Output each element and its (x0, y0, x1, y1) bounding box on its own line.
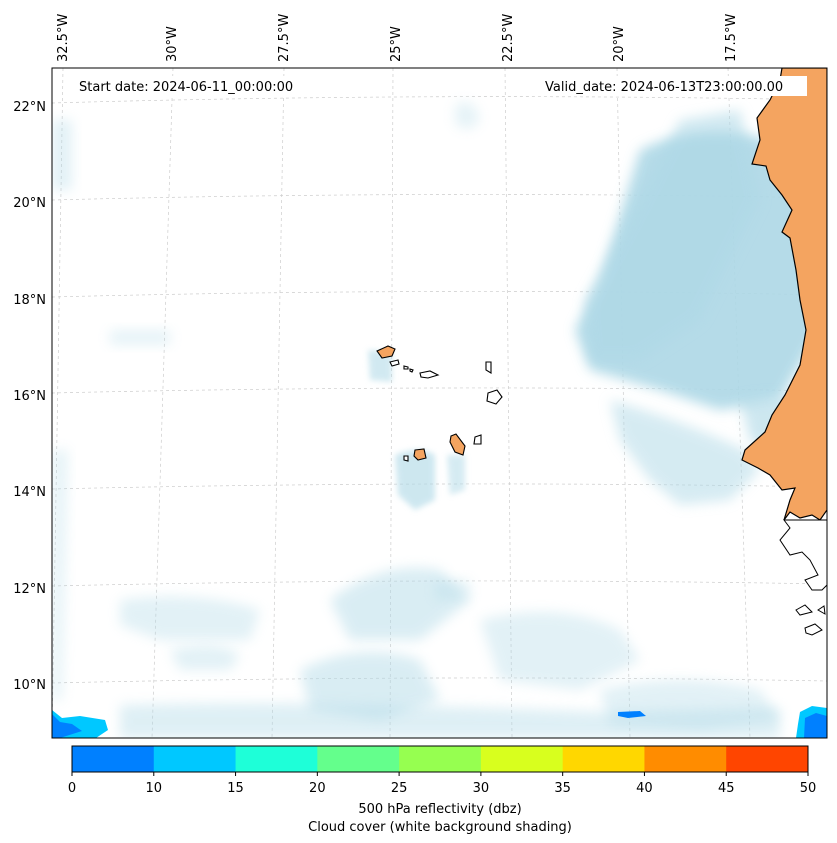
colorbar-segment (726, 746, 809, 772)
colorbar-tick-label: 35 (554, 781, 571, 796)
lat-label-10n: 10°N (13, 678, 46, 693)
map-frame (51, 67, 828, 739)
colorbar-segment (562, 746, 645, 772)
lon-label-22-5w: 22.5°W (501, 14, 516, 62)
colorbar-segment (235, 746, 318, 772)
colorbar-segment (480, 746, 564, 772)
colorbar-segment (399, 746, 482, 772)
colorbar-segment (72, 746, 155, 772)
cape-verde-islands (376, 345, 503, 462)
colorbar: 0 10 15 20 25 30 35 40 45 50 (68, 745, 817, 796)
lat-label-12n: 12°N (13, 582, 46, 597)
colorbar-label-line1: 500 hPa reflectivity (dbz) (358, 802, 521, 817)
start-date-label: Start date: 2024-06-11_00:00:00 (79, 80, 293, 95)
colorbar-segment (644, 746, 727, 772)
colorbar-frame (71, 745, 809, 773)
colorbar-segment (317, 746, 400, 772)
lon-label-25w: 25°W (389, 26, 404, 62)
colorbar-tick-label: 30 (473, 781, 490, 796)
colorbar-tick-label: 45 (718, 781, 735, 796)
colorbar-label-line2: Cloud cover (white background shading) (308, 820, 572, 835)
colorbar-segment (153, 746, 237, 772)
latitude-labels: 22°N 20°N 18°N 16°N 14°N 12°N 10°N (13, 100, 46, 693)
lat-label-14n: 14°N (13, 485, 46, 500)
colorbar-tick-label: 10 (146, 781, 163, 796)
lat-label-16n: 16°N (13, 389, 46, 404)
lon-label-20w: 20°W (612, 26, 627, 62)
lon-label-17-5w: 17.5°W (724, 14, 739, 62)
colorbar-tick-label: 0 (68, 781, 76, 796)
lat-label-20n: 20°N (13, 196, 46, 211)
colorbar-tick-label: 20 (309, 781, 326, 796)
colorbar-tick-label: 50 (800, 781, 817, 796)
lon-label-32-5w: 32.5°W (56, 14, 71, 62)
lon-label-27-5w: 27.5°W (277, 14, 292, 62)
colorbar-tick-label: 40 (636, 781, 653, 796)
lat-label-22n: 22°N (13, 100, 46, 115)
valid-date-box: Valid_date: 2024-06-13T23:00:00.00 (540, 76, 807, 96)
start-date-box: Start date: 2024-06-11_00:00:00 (73, 76, 313, 96)
valid-date-label: Valid_date: 2024-06-13T23:00:00.00 (545, 80, 783, 95)
colorbar-tick-label: 15 (227, 781, 244, 796)
colorbar-tick-label: 25 (391, 781, 408, 796)
lon-label-30w: 30°W (165, 26, 180, 62)
longitude-labels: 32.5°W 30°W 27.5°W 25°W 22.5°W 20°W 17.5… (56, 14, 739, 62)
land-africa (741, 68, 827, 636)
reflectivity-patches (52, 706, 827, 738)
lat-label-18n: 18°N (13, 293, 46, 308)
